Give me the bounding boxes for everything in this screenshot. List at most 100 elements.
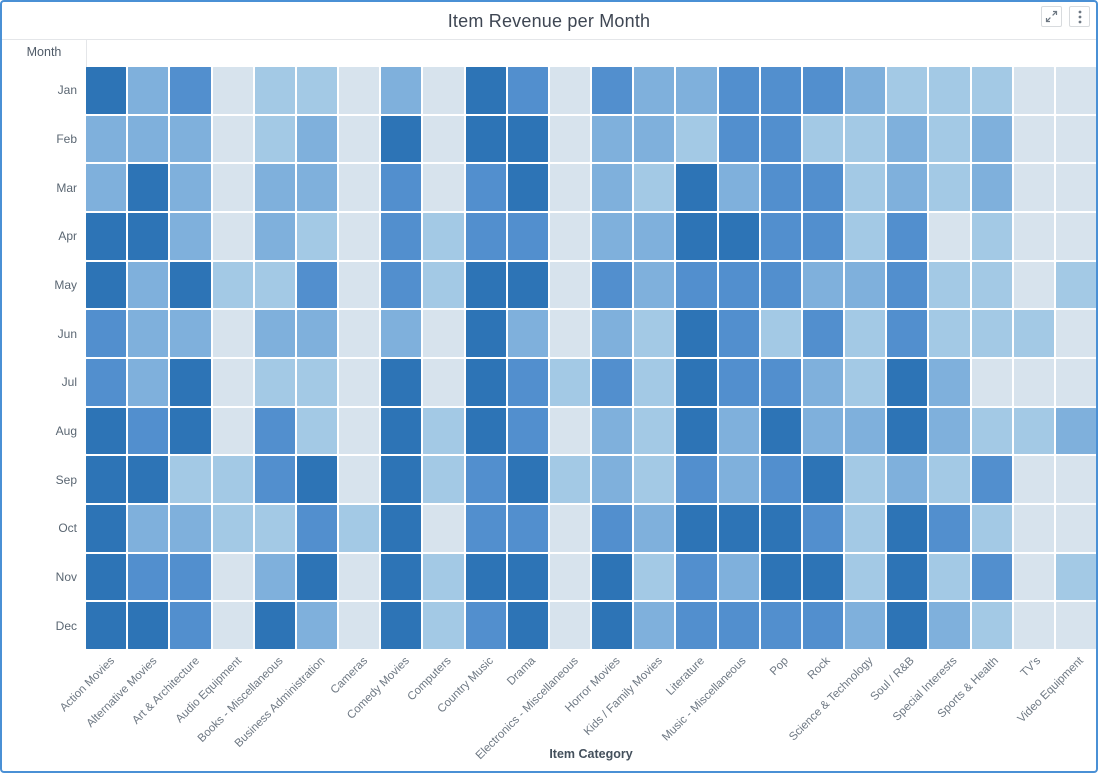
heatmap-cell[interactable] xyxy=(802,115,843,163)
heatmap-cell[interactable] xyxy=(423,261,464,309)
heatmap-cell[interactable] xyxy=(212,359,253,406)
heatmap-cell[interactable] xyxy=(170,505,211,552)
heatmap-cell[interactable] xyxy=(128,505,169,552)
heatmap-cell[interactable] xyxy=(802,553,843,601)
heatmap-cell[interactable] xyxy=(549,553,590,601)
heatmap-cell[interactable] xyxy=(1013,505,1054,552)
heatmap-cell[interactable] xyxy=(170,261,211,309)
maximize-button[interactable] xyxy=(1041,6,1062,27)
heatmap-cell[interactable] xyxy=(760,310,801,357)
heatmap-cell[interactable] xyxy=(971,407,1012,455)
heatmap-cell[interactable] xyxy=(254,553,295,601)
heatmap-cell[interactable] xyxy=(465,164,506,211)
heatmap-cell[interactable] xyxy=(634,310,675,357)
heatmap-cell[interactable] xyxy=(465,213,506,260)
heatmap-cell[interactable] xyxy=(845,505,886,552)
heatmap-cell[interactable] xyxy=(549,261,590,309)
heatmap-cell[interactable] xyxy=(381,553,422,601)
heatmap-cell[interactable] xyxy=(339,359,380,406)
heatmap-cell[interactable] xyxy=(381,407,422,455)
heatmap-cell[interactable] xyxy=(592,505,633,552)
heatmap-cell[interactable] xyxy=(718,164,759,211)
heatmap-cell[interactable] xyxy=(718,553,759,601)
heatmap-cell[interactable] xyxy=(128,553,169,601)
heatmap-cell[interactable] xyxy=(929,553,970,601)
heatmap-cell[interactable] xyxy=(423,310,464,357)
heatmap-cell[interactable] xyxy=(971,553,1012,601)
heatmap-cell[interactable] xyxy=(718,602,759,649)
heatmap-cell[interactable] xyxy=(929,310,970,357)
heatmap-cell[interactable] xyxy=(634,407,675,455)
heatmap-cell[interactable] xyxy=(1055,67,1096,114)
heatmap-cell[interactable] xyxy=(86,261,127,309)
heatmap-cell[interactable] xyxy=(254,505,295,552)
heatmap-cell[interactable] xyxy=(86,67,127,114)
heatmap-cell[interactable] xyxy=(634,115,675,163)
heatmap-cell[interactable] xyxy=(1055,359,1096,406)
heatmap-cell[interactable] xyxy=(718,456,759,503)
heatmap-cell[interactable] xyxy=(802,602,843,649)
heatmap-cell[interactable] xyxy=(971,164,1012,211)
heatmap-cell[interactable] xyxy=(1013,407,1054,455)
heatmap-cell[interactable] xyxy=(592,213,633,260)
heatmap-cell[interactable] xyxy=(1013,456,1054,503)
heatmap-cell[interactable] xyxy=(170,407,211,455)
heatmap-cell[interactable] xyxy=(170,456,211,503)
heatmap-cell[interactable] xyxy=(845,310,886,357)
heatmap-cell[interactable] xyxy=(128,164,169,211)
heatmap-cell[interactable] xyxy=(971,115,1012,163)
heatmap-cell[interactable] xyxy=(592,310,633,357)
heatmap-cell[interactable] xyxy=(929,359,970,406)
heatmap-cell[interactable] xyxy=(128,213,169,260)
heatmap-cell[interactable] xyxy=(1055,456,1096,503)
heatmap-cell[interactable] xyxy=(212,67,253,114)
heatmap-cell[interactable] xyxy=(86,456,127,503)
heatmap-cell[interactable] xyxy=(634,456,675,503)
heatmap-cell[interactable] xyxy=(592,553,633,601)
heatmap-cell[interactable] xyxy=(549,407,590,455)
heatmap-cell[interactable] xyxy=(718,115,759,163)
heatmap-cell[interactable] xyxy=(718,310,759,357)
heatmap-cell[interactable] xyxy=(634,261,675,309)
heatmap-cell[interactable] xyxy=(381,261,422,309)
heatmap-cell[interactable] xyxy=(339,67,380,114)
heatmap-cell[interactable] xyxy=(170,359,211,406)
heatmap-cell[interactable] xyxy=(465,359,506,406)
heatmap-cell[interactable] xyxy=(549,505,590,552)
heatmap-cell[interactable] xyxy=(86,505,127,552)
heatmap-cell[interactable] xyxy=(676,164,717,211)
heatmap-cell[interactable] xyxy=(128,602,169,649)
heatmap-cell[interactable] xyxy=(86,213,127,260)
heatmap-cell[interactable] xyxy=(465,553,506,601)
heatmap-cell[interactable] xyxy=(212,456,253,503)
heatmap-cell[interactable] xyxy=(887,115,928,163)
heatmap-cell[interactable] xyxy=(381,456,422,503)
heatmap-cell[interactable] xyxy=(254,407,295,455)
heatmap-cell[interactable] xyxy=(971,261,1012,309)
heatmap-cell[interactable] xyxy=(507,67,548,114)
heatmap-cell[interactable] xyxy=(1013,261,1054,309)
heatmap-cell[interactable] xyxy=(971,213,1012,260)
heatmap-cell[interactable] xyxy=(296,359,337,406)
heatmap-cell[interactable] xyxy=(845,213,886,260)
heatmap-cell[interactable] xyxy=(381,602,422,649)
heatmap-cell[interactable] xyxy=(887,261,928,309)
heatmap-cell[interactable] xyxy=(339,261,380,309)
heatmap-cell[interactable] xyxy=(465,310,506,357)
heatmap-cell[interactable] xyxy=(254,164,295,211)
heatmap-cell[interactable] xyxy=(760,261,801,309)
heatmap-cell[interactable] xyxy=(254,602,295,649)
heatmap-cell[interactable] xyxy=(381,359,422,406)
heatmap-cell[interactable] xyxy=(592,602,633,649)
heatmap-cell[interactable] xyxy=(971,67,1012,114)
heatmap-cell[interactable] xyxy=(170,553,211,601)
heatmap-cell[interactable] xyxy=(465,602,506,649)
heatmap-cell[interactable] xyxy=(339,213,380,260)
heatmap-cell[interactable] xyxy=(423,67,464,114)
heatmap-cell[interactable] xyxy=(929,602,970,649)
heatmap-cell[interactable] xyxy=(676,553,717,601)
heatmap-cell[interactable] xyxy=(592,456,633,503)
heatmap-cell[interactable] xyxy=(339,310,380,357)
heatmap-cell[interactable] xyxy=(1013,164,1054,211)
heatmap-cell[interactable] xyxy=(760,602,801,649)
